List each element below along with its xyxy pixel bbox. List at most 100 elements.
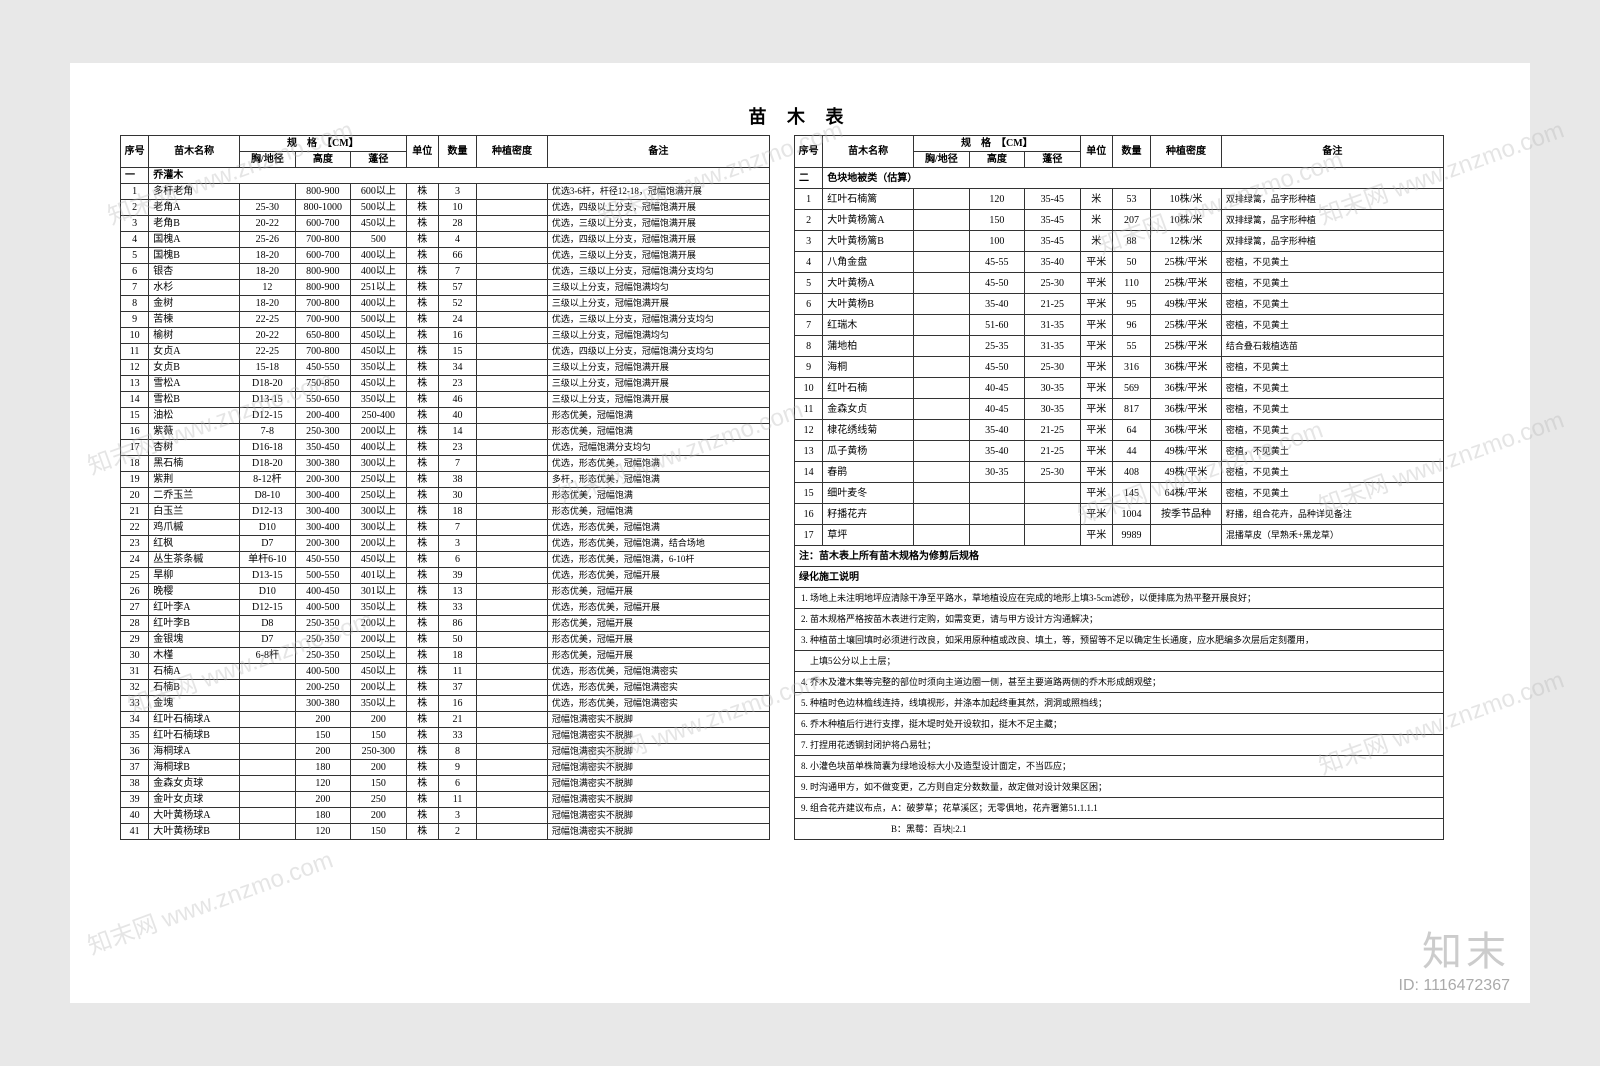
cell-unit: 株 [406, 728, 438, 744]
cell-spec1 [240, 808, 296, 824]
table-row: 15 油松 D12-15 200-400 250-400 株 40 形态优美，冠… [121, 408, 770, 424]
cell-spec2: 300-400 [295, 504, 351, 520]
cell-name: 籽播花卉 [823, 504, 914, 525]
cell-spec2: 35-40 [969, 294, 1025, 315]
table-row: 4 国槐A 25-26 700-800 500 株 4 优选，四级以上分支，冠幅… [121, 232, 770, 248]
cell-spec1 [240, 824, 296, 840]
cell-spec2: 30-35 [969, 462, 1025, 483]
cell-idx: 7 [121, 280, 149, 296]
cell-spec1 [914, 252, 970, 273]
cell-spec1: D12-15 [240, 408, 296, 424]
cell-unit: 株 [406, 184, 438, 200]
cell-unit: 株 [406, 536, 438, 552]
cell-unit: 平米 [1080, 273, 1112, 294]
cell-spec3: 301以上 [351, 584, 407, 600]
table-row: 31 石楠A 400-500 450以上 株 11 优选，形态优美，冠幅饱满密实 [121, 664, 770, 680]
cell-spec3: 200 [351, 808, 407, 824]
cell-unit: 平米 [1080, 336, 1112, 357]
cell-remark: 形态优美，冠幅开展 [547, 616, 769, 632]
cell-qty: 14 [438, 424, 476, 440]
cell-density [1151, 525, 1222, 546]
cell-name: 八角金盘 [823, 252, 914, 273]
cell-unit: 株 [406, 568, 438, 584]
cell-spec2: 350-450 [295, 440, 351, 456]
cell-spec2: 200 [295, 712, 351, 728]
cell-qty: 7 [438, 264, 476, 280]
cell-density [477, 520, 548, 536]
cell-spec3: 450以上 [351, 664, 407, 680]
cell-idx: 22 [121, 520, 149, 536]
table-row: 20 二乔玉兰 D8-10 300-400 250以上 株 30 形态优美，冠幅… [121, 488, 770, 504]
cell-spec2: 650-800 [295, 328, 351, 344]
cell-spec2: 600-700 [295, 248, 351, 264]
cell-name: 晚樱 [149, 584, 240, 600]
cell-spec1: D12-13 [240, 504, 296, 520]
cell-density [477, 552, 548, 568]
cell-unit: 米 [1080, 189, 1112, 210]
cell-idx: 4 [121, 232, 149, 248]
note-row: 1. 场地上未注明地坪应清除干净至平路水，草地植设应在完成的地形上填3-5cm滤… [795, 588, 1444, 609]
cell-unit: 株 [406, 680, 438, 696]
cell-spec1 [240, 712, 296, 728]
cell-idx: 12 [121, 360, 149, 376]
cell-idx: 2 [795, 210, 823, 231]
cell-spec2: 250-350 [295, 616, 351, 632]
cell-qty: 6 [438, 552, 476, 568]
note-row: B：黑莓：百块|:2.1 [795, 819, 1444, 840]
cell-unit: 株 [406, 376, 438, 392]
cell-name: 杏树 [149, 440, 240, 456]
cell-name: 黑石楠 [149, 456, 240, 472]
cell-qty: 7 [438, 520, 476, 536]
cell-spec3: 250-400 [351, 408, 407, 424]
th-remark: 备注 [1221, 136, 1443, 168]
cell-spec1: 18-20 [240, 264, 296, 280]
cell-spec2: 450-550 [295, 552, 351, 568]
cell-idx: 6 [121, 264, 149, 280]
cell-qty: 53 [1112, 189, 1150, 210]
cell-spec2: 700-800 [295, 232, 351, 248]
cell-density [477, 392, 548, 408]
cell-spec1: D18-20 [240, 376, 296, 392]
th-spec2: 高度 [295, 152, 351, 168]
cell-idx: 36 [121, 744, 149, 760]
table-row: 28 红叶李B D8 250-350 200以上 株 86 形态优美，冠幅开展 [121, 616, 770, 632]
cell-qty: 817 [1112, 399, 1150, 420]
cell-name: 紫薇 [149, 424, 240, 440]
cell-name: 鸡爪槭 [149, 520, 240, 536]
cell-qty: 44 [1112, 441, 1150, 462]
cell-remark: 形态优美，冠幅开展 [547, 584, 769, 600]
cell-idx: 7 [795, 315, 823, 336]
cell-spec1: D13-15 [240, 568, 296, 584]
cell-spec3: 30-35 [1025, 378, 1081, 399]
cell-unit: 株 [406, 472, 438, 488]
cell-idx: 8 [795, 336, 823, 357]
cell-spec2: 250-350 [295, 648, 351, 664]
table-row: 35 红叶石楠球B 150 150 株 33 冠幅饱满密实不脱脚 [121, 728, 770, 744]
table-row: 10 榆树 20-22 650-800 450以上 株 16 三级以上分支，冠幅… [121, 328, 770, 344]
table-row: 24 丛生茶条槭 单杆6-10 450-550 450以上 株 6 优选，形态优… [121, 552, 770, 568]
cell-unit: 株 [406, 456, 438, 472]
table-row: 17 杏树 D16-18 350-450 400以上 株 23 优选，冠幅饱满分… [121, 440, 770, 456]
cell-unit: 株 [406, 264, 438, 280]
cell-spec1: D10 [240, 520, 296, 536]
cell-spec3: 31-35 [1025, 336, 1081, 357]
cell-name: 旱柳 [149, 568, 240, 584]
cell-idx: 34 [121, 712, 149, 728]
cell-density [477, 696, 548, 712]
cell-spec1 [914, 462, 970, 483]
cell-spec2: 750-850 [295, 376, 351, 392]
cell-spec1: 6-8杆 [240, 648, 296, 664]
cell-spec2: 45-50 [969, 273, 1025, 294]
cell-remark: 三级以上分支，冠幅饱满开展 [547, 376, 769, 392]
note-row: 6. 乔木种植后行进行支撑，挺木堤时处开设软扣，挺木不足主藏； [795, 714, 1444, 735]
th-density: 种植密度 [1151, 136, 1222, 168]
cell-density [477, 360, 548, 376]
cell-qty: 13 [438, 584, 476, 600]
cell-spec3: 401以上 [351, 568, 407, 584]
cell-spec3: 35-45 [1025, 231, 1081, 252]
cell-spec3: 300以上 [351, 456, 407, 472]
cell-qty: 3 [438, 536, 476, 552]
cell-remark: 多杆，形态优美，冠幅饱满 [547, 472, 769, 488]
cell-remark: 密植，不见黄土 [1221, 252, 1443, 273]
cell-spec1: 20-22 [240, 216, 296, 232]
